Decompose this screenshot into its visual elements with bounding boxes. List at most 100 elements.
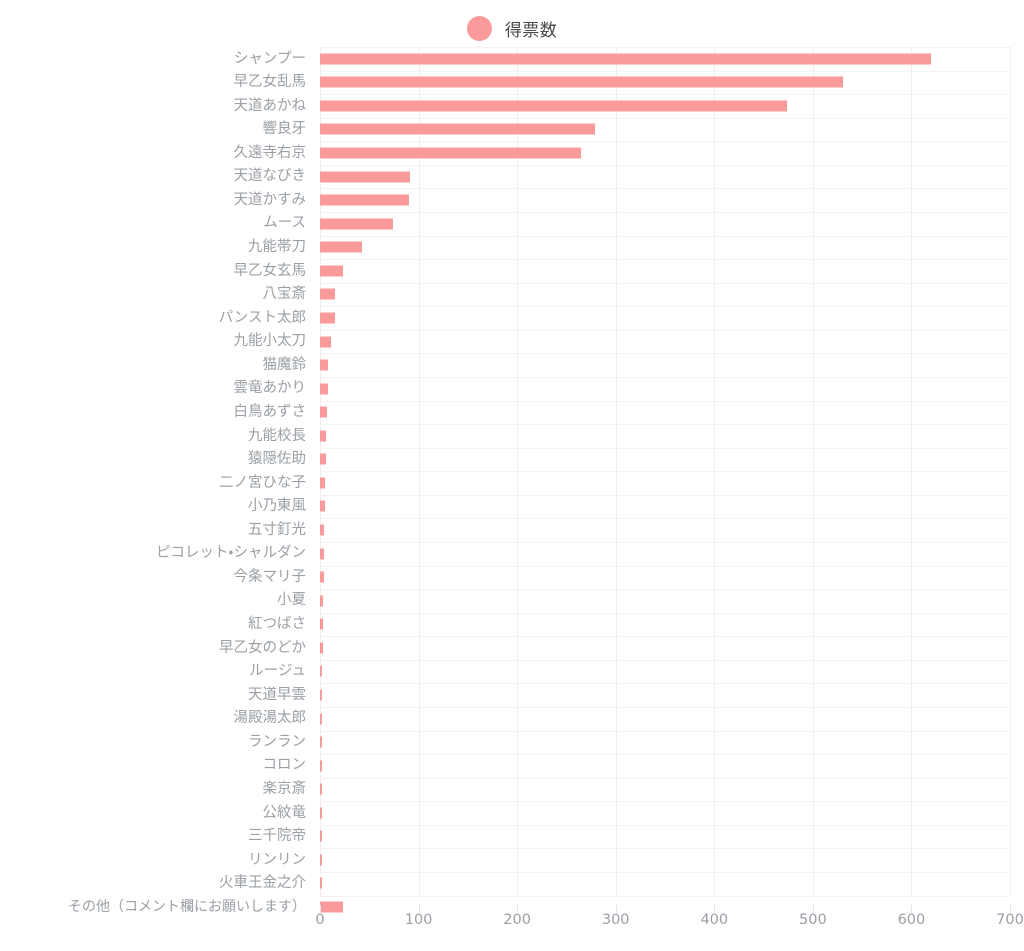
bar[interactable] <box>320 807 322 819</box>
bar-row: 八宝斎 <box>0 283 1024 307</box>
bar[interactable] <box>320 477 325 489</box>
bar-track <box>320 801 1010 825</box>
bar[interactable] <box>320 854 322 866</box>
bar[interactable] <box>320 500 325 512</box>
category-label: 天道あかね <box>233 97 307 114</box>
bar[interactable] <box>320 171 410 183</box>
bar[interactable] <box>320 642 323 654</box>
bar-track <box>320 283 1010 307</box>
bar[interactable] <box>320 265 343 277</box>
bar-row: 天道あかね <box>0 94 1024 118</box>
bar[interactable] <box>320 830 322 842</box>
category-label: 九能帯刀 <box>248 239 306 256</box>
bar-track <box>320 495 1010 519</box>
bar-track <box>320 306 1010 330</box>
bar-row: 久遠寺右京 <box>0 141 1024 165</box>
bar-row: 早乙女のどか <box>0 636 1024 660</box>
category-label: ルージュ <box>249 663 306 680</box>
bar[interactable] <box>320 123 595 135</box>
bar-row: 火車王金之介 <box>0 872 1024 896</box>
bar[interactable] <box>320 241 363 253</box>
bar-track <box>320 424 1010 448</box>
bar[interactable] <box>320 689 322 701</box>
x-axis-tick-mark <box>714 905 716 913</box>
x-axis-tick-label: 500 <box>799 912 827 928</box>
bar-track <box>320 141 1010 165</box>
category-label: ピコレット・シャルダン <box>156 545 306 562</box>
bar-track <box>320 848 1010 872</box>
bar-track <box>320 542 1010 566</box>
category-label: 天道早雲 <box>248 686 306 703</box>
bar-track <box>320 94 1010 118</box>
x-axis-tick-label: 700 <box>996 912 1024 928</box>
bar[interactable] <box>320 665 322 677</box>
bar[interactable] <box>320 383 328 395</box>
category-label: 久遠寺右京 <box>233 144 307 161</box>
bar[interactable] <box>320 736 322 748</box>
bar[interactable] <box>320 288 335 300</box>
bar[interactable] <box>320 336 331 348</box>
bar-track <box>320 895 1010 919</box>
bar-track <box>320 518 1010 542</box>
bar[interactable] <box>320 713 322 725</box>
bar-track <box>320 565 1010 589</box>
bar-track <box>320 353 1010 377</box>
bar[interactable] <box>320 194 409 206</box>
bar[interactable] <box>320 430 326 442</box>
bar[interactable] <box>320 312 335 324</box>
category-label: 猿隠佐助 <box>248 451 306 468</box>
category-label: 五寸釘光 <box>248 521 306 538</box>
bar-row: ムース <box>0 212 1024 236</box>
bar-track <box>320 660 1010 684</box>
bar[interactable] <box>320 453 326 465</box>
category-label: ムース <box>263 215 306 232</box>
category-label: 小夏 <box>277 592 306 609</box>
x-axis-tick-label: 400 <box>700 912 729 928</box>
bar[interactable] <box>320 618 323 630</box>
category-label: 八宝斎 <box>262 286 307 303</box>
bar[interactable] <box>320 76 844 88</box>
bar[interactable] <box>320 53 932 65</box>
category-label: 天道かすみ <box>233 191 307 208</box>
bar-row: その他（コメント欄にお願いします） <box>0 895 1024 919</box>
bar-row: 猫魔鈴 <box>0 353 1024 377</box>
bar-track <box>320 636 1010 660</box>
bar[interactable] <box>320 548 324 560</box>
category-label: 早乙女玄馬 <box>233 262 307 279</box>
bar-row: 五寸釘光 <box>0 518 1024 542</box>
bar[interactable] <box>320 595 323 607</box>
bar-track <box>320 400 1010 424</box>
category-label: 公紋竜 <box>262 804 307 821</box>
bar-row: 雲竜あかり <box>0 377 1024 401</box>
legend-item-votes[interactable]: 得票数 <box>466 15 558 41</box>
bar-track <box>320 730 1010 754</box>
x-axis-tick-label: 200 <box>503 912 531 928</box>
bar-rows: シャンプー 早乙女乱馬 天道あかね 響良牙 久遠寺右京 天道なびき 天道かすみ ムース 九能帯刀… <box>0 47 1024 919</box>
bar[interactable] <box>320 783 322 795</box>
bar-row: コロン <box>0 754 1024 778</box>
bar-track <box>320 448 1010 472</box>
bar-track <box>320 613 1010 637</box>
bar-track <box>320 683 1010 707</box>
bar[interactable] <box>320 359 328 371</box>
bar-row: ルージュ <box>0 660 1024 684</box>
category-label: パンスト太郎 <box>218 309 306 326</box>
bar[interactable] <box>320 901 343 913</box>
bar-row: 猿隠佐助 <box>0 448 1024 472</box>
bar[interactable] <box>320 571 324 583</box>
bar[interactable] <box>320 100 788 112</box>
category-label: 湯殿湯太郎 <box>233 710 307 727</box>
bar[interactable] <box>320 877 322 889</box>
bar-row: 小夏 <box>0 589 1024 613</box>
bar-row: 二ノ宮ひな子 <box>0 471 1024 495</box>
x-axis-tick-mark <box>418 905 420 913</box>
bar-track <box>320 165 1010 189</box>
category-label: 天道なびき <box>233 168 307 185</box>
bar[interactable] <box>320 760 322 772</box>
bar[interactable] <box>320 406 327 418</box>
bar[interactable] <box>320 524 324 536</box>
bar-row: 早乙女玄馬 <box>0 259 1024 283</box>
bar[interactable] <box>320 218 393 230</box>
category-label: 早乙女のどか <box>219 639 306 656</box>
bar[interactable] <box>320 147 582 159</box>
